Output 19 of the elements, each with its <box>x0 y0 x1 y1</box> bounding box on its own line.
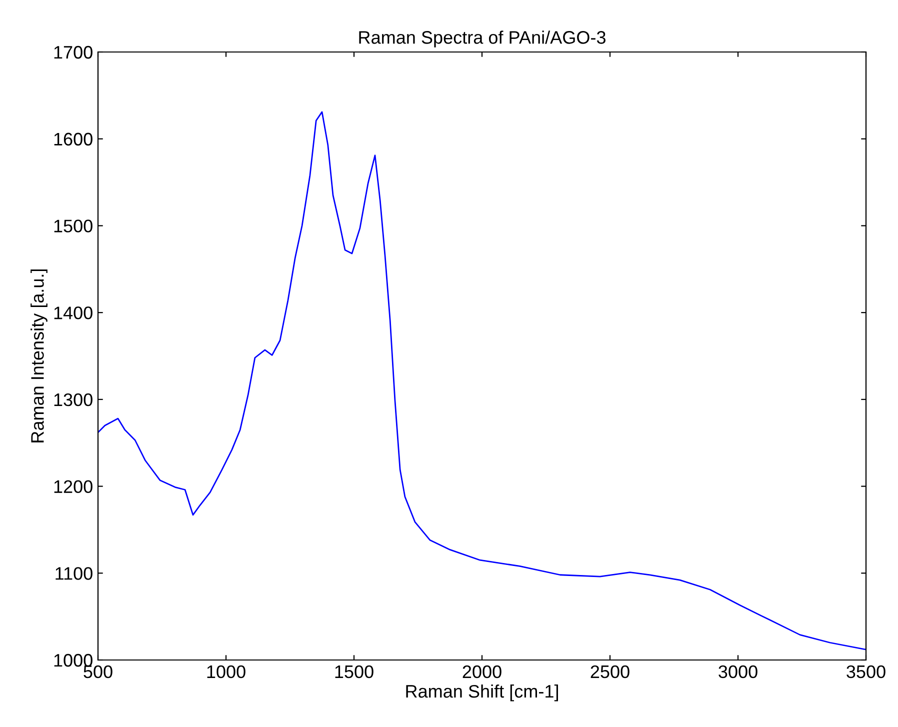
y-tick-label: 1300 <box>54 393 92 406</box>
y-tick-label: 1500 <box>54 220 92 232</box>
line-series <box>98 111 866 650</box>
x-tick-label: 2500 <box>590 665 630 678</box>
x-tick-label: 500 <box>84 665 112 678</box>
x-tick-label: 1000 <box>207 665 246 678</box>
y-tick-label: 1200 <box>54 480 92 494</box>
x-tick-label: 1500 <box>335 665 374 678</box>
x-tick-label: 2000 <box>462 665 502 678</box>
x-axis-title: Raman Shift [cm-1] <box>406 684 558 702</box>
chart-title: Raman Spectra of PAni/AGO-3 <box>359 30 606 48</box>
y-tick-label: 1600 <box>54 132 92 146</box>
x-tick-label: 3500 <box>846 665 886 678</box>
y-tick-label: 1100 <box>56 567 92 580</box>
x-tick-label: 3000 <box>718 665 758 678</box>
y-axis-title: Raman Intensity [a.u.] <box>30 269 48 442</box>
y-tick-label: 1700 <box>54 46 92 59</box>
y-tick-label: 1400 <box>54 306 92 320</box>
y-tick-label: 1000 <box>54 654 92 667</box>
